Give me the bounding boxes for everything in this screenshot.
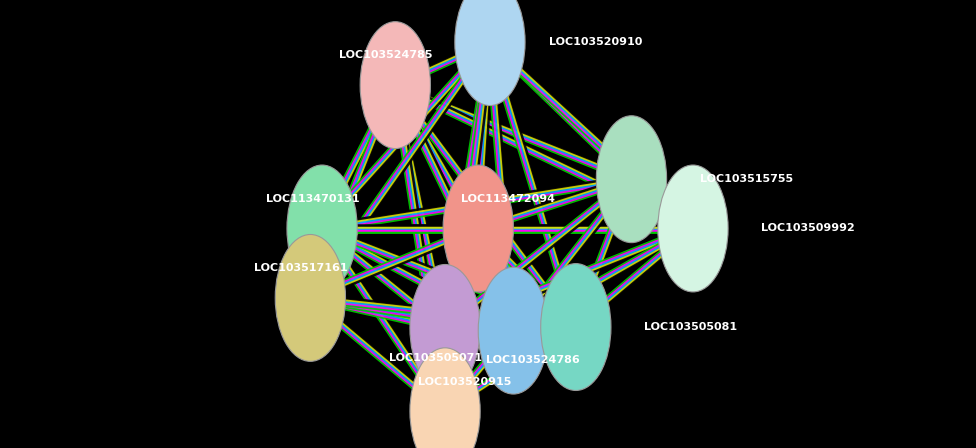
Ellipse shape	[658, 165, 728, 292]
Ellipse shape	[410, 264, 480, 392]
Ellipse shape	[275, 234, 346, 362]
Text: LOC113472094: LOC113472094	[461, 194, 554, 204]
Ellipse shape	[541, 263, 611, 391]
Ellipse shape	[443, 165, 513, 292]
Text: LOC103509992: LOC103509992	[761, 224, 855, 233]
Ellipse shape	[410, 348, 480, 448]
Text: LOC103505081: LOC103505081	[644, 322, 737, 332]
Text: LOC103520915: LOC103520915	[418, 377, 511, 387]
Text: LOC103505071: LOC103505071	[388, 353, 482, 362]
Text: LOC103515755: LOC103515755	[700, 174, 793, 184]
Ellipse shape	[596, 116, 667, 243]
Text: LOC103520910: LOC103520910	[549, 37, 642, 47]
Ellipse shape	[455, 0, 525, 106]
Ellipse shape	[360, 22, 430, 149]
Text: LOC113470131: LOC113470131	[265, 194, 359, 204]
Ellipse shape	[478, 267, 549, 394]
Text: LOC103524785: LOC103524785	[339, 51, 432, 60]
Ellipse shape	[287, 165, 357, 292]
Text: LOC103517161: LOC103517161	[254, 263, 347, 273]
Text: LOC103524786: LOC103524786	[486, 355, 580, 365]
